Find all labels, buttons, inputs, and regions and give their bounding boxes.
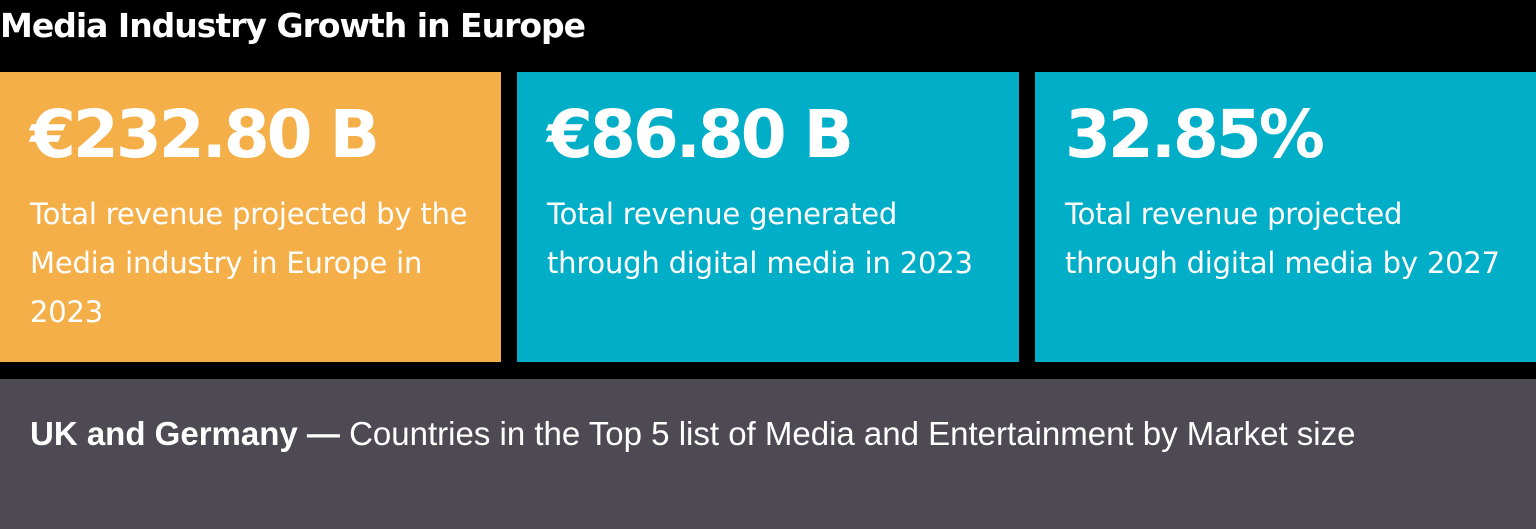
page-title: Media Industry Growth in Europe: [0, 6, 586, 45]
footer-body: Countries in the Top 5 list of Media and…: [339, 415, 1356, 452]
stat-value: €232.80 B: [30, 96, 380, 173]
footer-highlight: UK and Germany —: [30, 415, 340, 452]
stat-card-digital-revenue: €86.80 B Total revenue generated through…: [517, 72, 1019, 362]
stat-value: €86.80 B: [547, 96, 854, 173]
stat-card-digital-share: 32.85% Total revenue projected through d…: [1035, 72, 1536, 362]
footer-text: UK and Germany — Countries in the Top 5 …: [30, 411, 1450, 457]
stat-description: Total revenue generated through digital …: [547, 197, 973, 280]
footer-callout: UK and Germany — Countries in the Top 5 …: [0, 379, 1536, 529]
stat-card-total-revenue: €232.80 B Total revenue projected by the…: [0, 72, 501, 362]
stat-description: Total revenue projected through digital …: [1065, 197, 1500, 280]
stat-value: 32.85%: [1065, 96, 1325, 173]
stat-description: Total revenue projected by the Media ind…: [30, 197, 468, 329]
